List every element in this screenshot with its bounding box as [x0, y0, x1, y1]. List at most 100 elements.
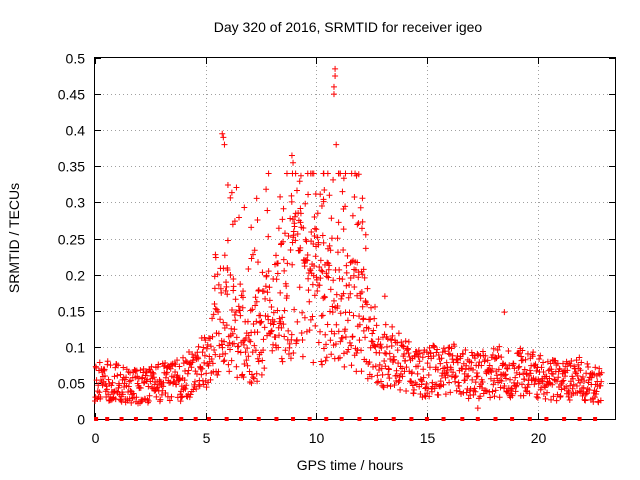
data-point	[468, 359, 475, 366]
baseline-point	[544, 417, 549, 421]
data-point	[275, 260, 282, 267]
data-point	[440, 345, 447, 352]
data-point	[254, 355, 261, 362]
data-point	[331, 330, 338, 337]
data-point	[478, 362, 485, 369]
data-point	[467, 386, 474, 393]
data-point	[526, 367, 533, 374]
data-point	[233, 363, 240, 370]
data-point	[248, 224, 255, 231]
data-point	[279, 314, 286, 321]
data-point	[532, 361, 539, 368]
data-point	[548, 396, 555, 403]
data-point	[579, 374, 586, 381]
data-point	[350, 272, 357, 279]
data-point	[240, 374, 247, 381]
data-point	[94, 388, 101, 395]
data-point	[527, 370, 534, 377]
data-point	[443, 359, 450, 366]
data-point	[434, 346, 441, 353]
data-point	[270, 309, 277, 316]
data-point	[520, 392, 527, 399]
data-point	[511, 365, 518, 372]
data-point	[248, 255, 255, 262]
data-point	[166, 397, 173, 404]
x-tick-label: 15	[420, 430, 436, 446]
data-point	[513, 382, 520, 389]
data-point	[472, 379, 479, 386]
data-point	[358, 347, 365, 354]
data-point	[297, 210, 304, 217]
data-point	[583, 370, 590, 377]
data-point	[215, 330, 222, 337]
data-point	[353, 350, 360, 357]
data-point	[313, 276, 320, 283]
data-point	[249, 349, 256, 356]
data-point	[266, 297, 273, 304]
data-point	[241, 204, 248, 211]
baseline-point	[163, 417, 168, 421]
data-point	[469, 366, 476, 373]
data-point	[354, 346, 361, 353]
data-point	[230, 283, 237, 290]
data-point	[227, 346, 234, 353]
data-point	[153, 393, 160, 400]
y-tick-label: 0.3	[66, 195, 86, 211]
data-point	[498, 354, 505, 361]
data-point	[232, 309, 239, 316]
data-point	[268, 328, 275, 335]
data-point	[145, 397, 152, 404]
data-point	[366, 359, 373, 366]
data-point	[416, 358, 423, 365]
data-point	[501, 383, 508, 390]
data-point	[387, 383, 394, 390]
data-point	[241, 361, 248, 368]
data-point	[402, 357, 409, 364]
baseline-point	[291, 417, 296, 421]
data-point	[300, 225, 307, 232]
data-point	[426, 344, 433, 351]
data-point	[278, 240, 285, 247]
data-point	[193, 385, 200, 392]
data-point	[288, 331, 295, 338]
data-point	[246, 379, 253, 386]
baseline-point	[409, 417, 414, 421]
data-point	[278, 324, 285, 331]
data-point	[514, 379, 521, 386]
data-point	[342, 326, 349, 333]
data-point	[323, 354, 330, 361]
data-point	[319, 232, 326, 239]
data-point	[308, 229, 315, 236]
data-point	[540, 369, 547, 376]
data-point	[426, 393, 433, 400]
data-point	[337, 310, 344, 317]
data-point	[359, 195, 366, 202]
data-point	[314, 234, 321, 241]
data-point	[310, 170, 317, 177]
data-point	[373, 379, 380, 386]
data-point	[157, 396, 164, 403]
y-axis-label: SRMTID / TECUs	[6, 183, 22, 293]
data-point	[509, 385, 516, 392]
data-point	[436, 383, 443, 390]
data-point	[180, 354, 187, 361]
data-point	[127, 369, 134, 376]
data-point	[262, 283, 269, 290]
data-point	[557, 392, 564, 399]
data-point	[250, 251, 257, 258]
data-point	[211, 273, 218, 280]
data-point	[463, 389, 470, 396]
data-point	[351, 266, 358, 273]
data-point	[438, 355, 445, 362]
data-point	[446, 379, 453, 386]
data-point	[340, 175, 347, 182]
data-point	[353, 368, 360, 375]
data-point	[360, 266, 367, 273]
data-point	[195, 355, 202, 362]
data-point	[281, 307, 288, 314]
baseline-point	[206, 417, 211, 421]
data-point	[252, 302, 259, 309]
data-point	[205, 362, 212, 369]
data-point	[288, 152, 295, 159]
data-point	[249, 306, 256, 313]
